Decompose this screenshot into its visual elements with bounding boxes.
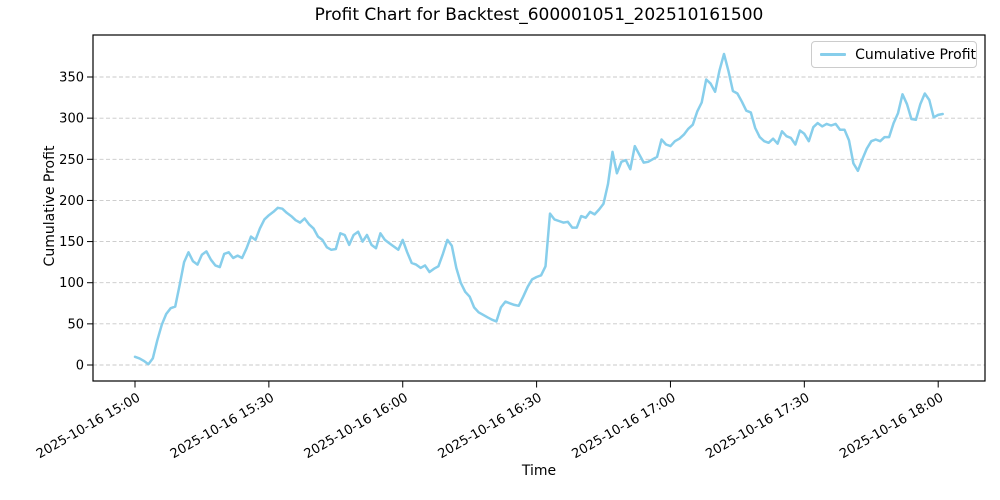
x-tick-label: 2025-10-16 16:30 [436, 390, 545, 462]
x-tick-label: 2025-10-16 16:00 [302, 390, 411, 462]
x-axis-label: Time [521, 463, 557, 479]
x-tick-label: 2025-10-16 15:00 [34, 390, 143, 462]
cumulative-profit-line [133, 52, 944, 366]
y-tick-label: 300 [59, 112, 84, 127]
legend-line-sample [820, 53, 847, 56]
chart-title: Profit Chart for Backtest_600001051_2025… [314, 5, 764, 25]
axes-spines [92, 34, 986, 382]
x-tick-label: 2025-10-16 17:00 [570, 390, 679, 462]
x-tick-label: 2025-10-16 18:00 [837, 390, 946, 462]
legend-label: Cumulative Profit [855, 46, 976, 63]
y-tick-label: 100 [59, 276, 84, 291]
y-tick-label: 150 [59, 235, 84, 250]
y-tick-label: 0 [76, 359, 84, 374]
legend: Cumulative Profit [811, 41, 977, 68]
y-tick-label: 50 [67, 317, 84, 332]
x-tick-label: 2025-10-16 17:30 [703, 390, 812, 462]
x-tick-label: 2025-10-16 15:30 [168, 390, 277, 462]
y-tick-label: 350 [59, 70, 84, 85]
y-tick-label: 250 [59, 153, 84, 168]
y-tick-label: 200 [59, 194, 84, 209]
